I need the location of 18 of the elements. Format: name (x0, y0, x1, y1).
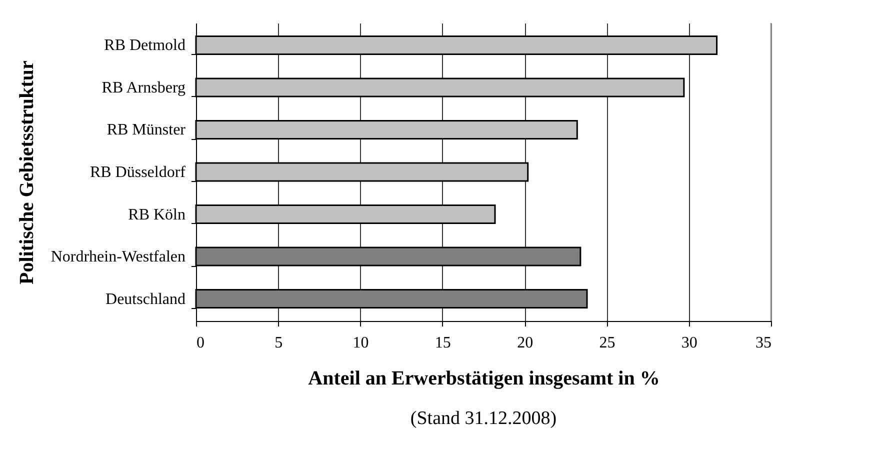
x-tick-label: 35 (756, 334, 772, 352)
y-tick-label: Nordrhein-Westfalen (50, 248, 186, 266)
x-tick-label: 25 (599, 334, 616, 352)
y-tick-label: RB Düsseldorf (90, 164, 186, 181)
x-tick-label: 15 (434, 334, 451, 352)
y-tick-label: RB Köln (128, 206, 186, 224)
y-tick-label: Deutschland (106, 290, 186, 308)
y-tick-label: RB Detmold (104, 37, 186, 54)
x-tick-label: 5 (274, 334, 283, 352)
x-axis-title: Anteil an Erwerbstätigen insgesamt in % (308, 368, 660, 390)
x-tick-label: 20 (517, 334, 534, 352)
x-tick-label: 0 (196, 334, 204, 352)
y-tick-label: RB Münster (106, 122, 186, 139)
text: (Stand 31.12.2008) (410, 408, 557, 429)
y-tick-label: RB Arnsberg (102, 79, 186, 96)
x-tick-label: 30 (681, 334, 698, 352)
y-axis-title: Politische Gebietsstruktur (16, 60, 38, 284)
x-tick-label: 10 (352, 334, 369, 352)
